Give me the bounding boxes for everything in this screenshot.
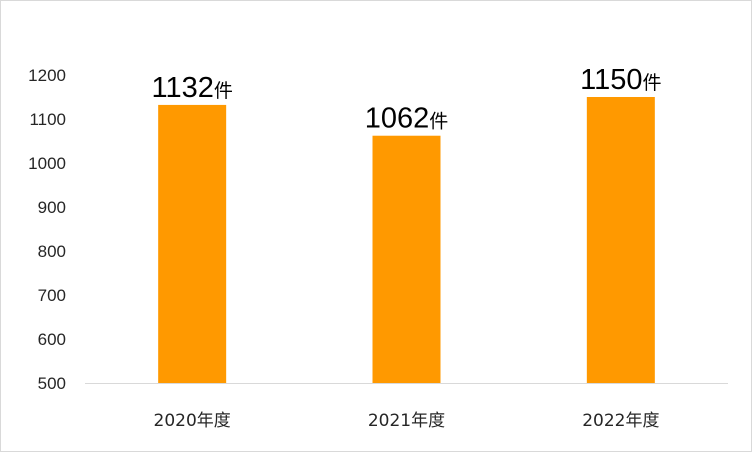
data-label: 1062件 — [365, 103, 449, 135]
y-tick-label: 800 — [38, 242, 66, 261]
x-category-label: 2022年度 — [582, 411, 659, 431]
bar — [158, 104, 227, 384]
data-label-unit: 件 — [429, 111, 448, 133]
x-category-label: 2020年度 — [154, 411, 231, 431]
y-tick-label: 1000 — [28, 154, 66, 173]
y-tick-label: 700 — [38, 286, 66, 305]
data-label: 1150件 — [580, 64, 661, 96]
data-label-unit: 件 — [643, 72, 662, 94]
bar — [372, 135, 441, 383]
y-tick-label: 1100 — [29, 110, 66, 129]
data-label-value: 1132 — [151, 72, 213, 104]
y-tick-label: 500 — [38, 374, 66, 393]
data-label: 1132件 — [151, 72, 232, 104]
x-category-label: 2021年度 — [368, 411, 445, 431]
y-tick-label: 900 — [38, 198, 66, 217]
data-label-value: 1150 — [580, 64, 642, 96]
y-tick-label: 1200 — [28, 66, 66, 85]
data-label-value: 1062 — [365, 103, 430, 135]
data-label-unit: 件 — [214, 80, 233, 102]
bar — [586, 97, 655, 383]
y-tick-label: 600 — [38, 330, 66, 349]
